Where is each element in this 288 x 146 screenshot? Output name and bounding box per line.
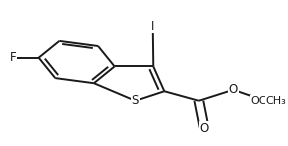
- Text: F: F: [10, 51, 17, 64]
- Text: S: S: [132, 94, 139, 107]
- Text: O: O: [200, 122, 209, 135]
- Text: O: O: [229, 83, 238, 96]
- Text: I: I: [151, 20, 154, 33]
- Text: OCH₃: OCH₃: [250, 96, 280, 106]
- Text: CH₃: CH₃: [265, 96, 286, 106]
- Text: O: O: [229, 83, 238, 96]
